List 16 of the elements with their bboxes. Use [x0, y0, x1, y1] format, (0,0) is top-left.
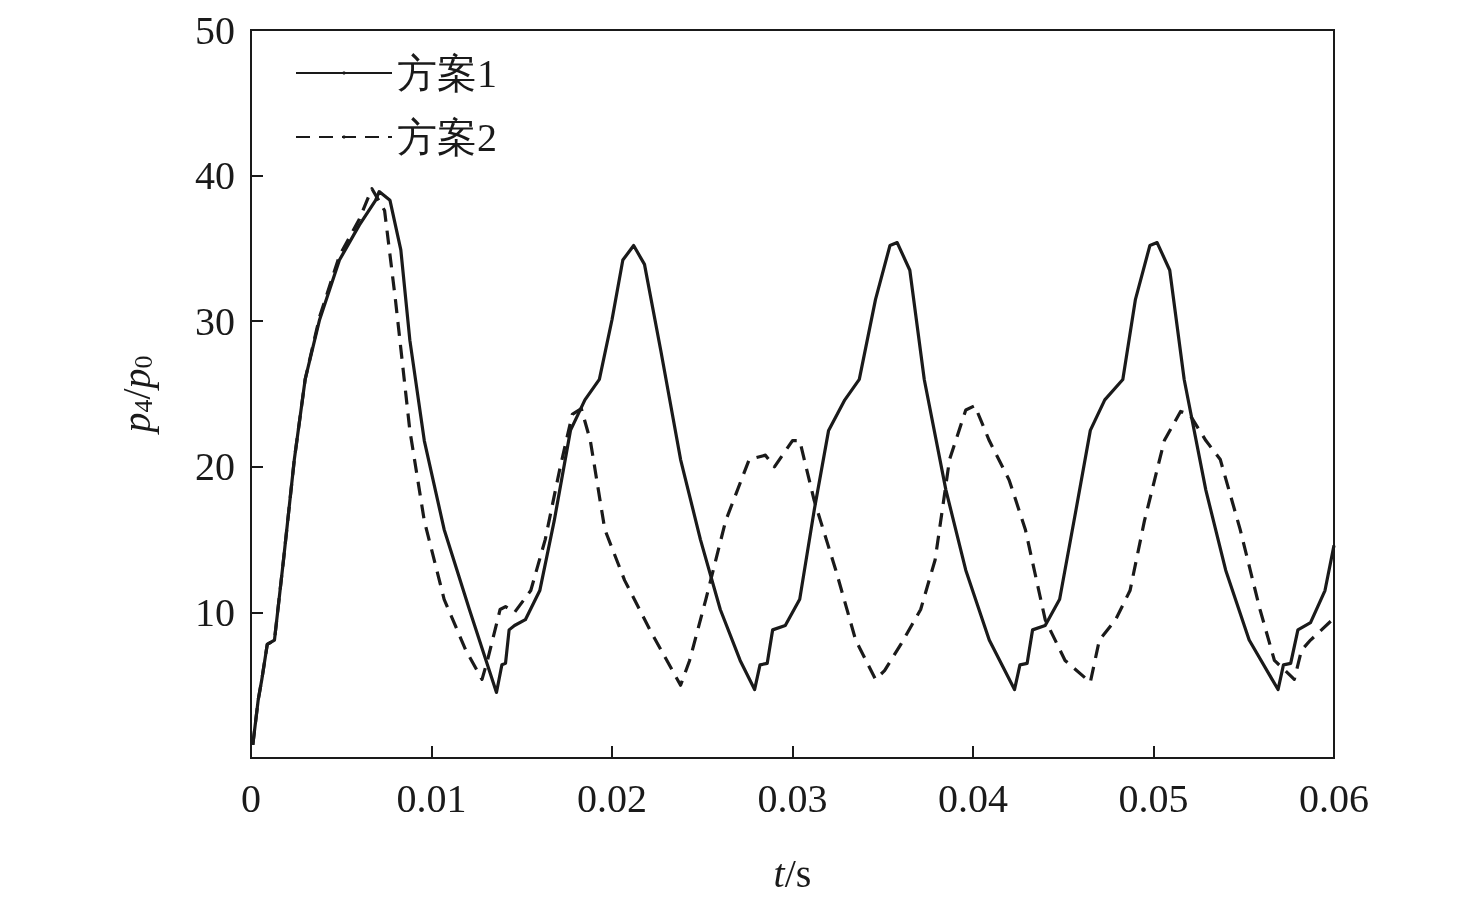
x-tick-label: 0.02 [577, 775, 647, 821]
legend-label: 方案1 [397, 50, 497, 96]
x-tick-label: 0 [241, 775, 261, 821]
x-tick-label: 0.05 [1118, 775, 1189, 821]
y-tick-label: 50 [195, 7, 235, 53]
x-axis-title: t/s [773, 850, 812, 896]
y-tick-label: 30 [195, 298, 235, 344]
x-tick-label: 0.01 [396, 775, 467, 821]
x-tick-label: 0.06 [1299, 775, 1369, 821]
y-tick-label: 40 [195, 153, 235, 199]
y-tick-label: 20 [195, 444, 235, 490]
x-tick-label: 0.03 [757, 775, 828, 821]
y-tick-label: 10 [195, 589, 235, 635]
legend-label: 方案2 [397, 114, 497, 160]
x-tick-label: 0.04 [938, 775, 1008, 821]
y-axis-title: p4/p0 [113, 355, 159, 436]
